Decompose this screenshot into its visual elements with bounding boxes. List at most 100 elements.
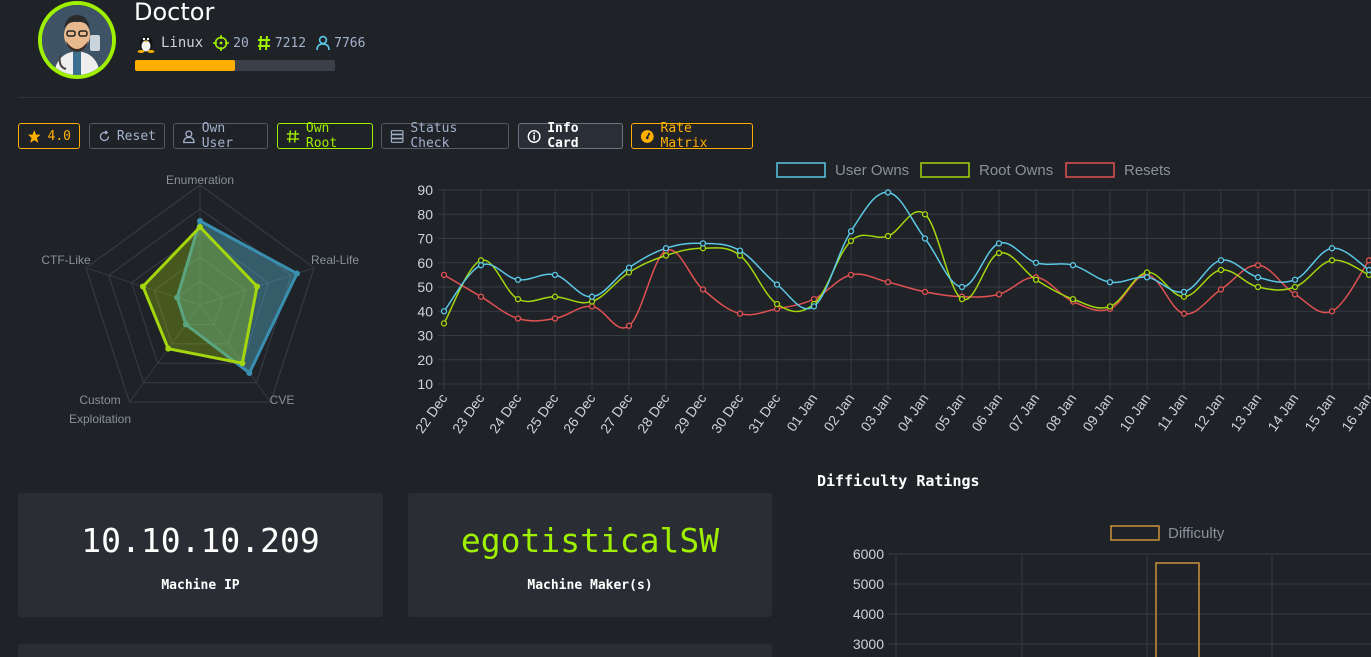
x-tick-label: 16 Jan (1338, 391, 1371, 435)
gauge-icon (640, 129, 654, 143)
line-point (1106, 303, 1114, 310)
line-point (847, 271, 855, 279)
reset-button[interactable]: Reset (89, 123, 165, 149)
own-user-button[interactable]: Own User (173, 121, 268, 151)
line-point (440, 320, 448, 327)
x-tick-label: 23 Dec (449, 391, 488, 437)
radar-point (239, 360, 246, 367)
x-tick-label: 07 Jan (1005, 391, 1042, 435)
line-point (551, 315, 559, 322)
status-check-label: Status Check (410, 121, 458, 151)
line-point (551, 271, 559, 279)
line-point (477, 293, 485, 300)
x-tick-label: 25 Dec (523, 391, 562, 437)
line-point (1291, 283, 1299, 291)
radar-series-area (141, 224, 259, 366)
line-point (1291, 276, 1299, 283)
user-outline-icon (183, 129, 195, 143)
line-point (699, 240, 707, 247)
radar-axis-label: CVE (270, 393, 295, 407)
legend-swatch (776, 162, 826, 178)
x-tick-label: 26 Dec (560, 391, 599, 437)
info-icon (527, 129, 541, 143)
line-point (588, 293, 596, 300)
rate-matrix-button[interactable]: Rate Matrix (631, 121, 753, 151)
machine-ip-value[interactable]: 10.10.10.209 (81, 521, 320, 560)
line-point (995, 249, 1003, 257)
radar-chart: Enumeration Real-Life CVE Custom Exploitatio… (41, 173, 359, 426)
machine-progress-bar (135, 60, 335, 71)
x-tick-label: 14 Jan (1264, 391, 1301, 435)
line-point (810, 303, 818, 310)
header-divider (18, 97, 1371, 98)
x-tick-label: 04 Jan (894, 391, 931, 435)
legend-swatch (1110, 525, 1160, 541)
legend-swatch (1065, 162, 1115, 178)
y-tick-label: 70 (417, 231, 433, 247)
line-point (551, 293, 559, 300)
star-icon (27, 129, 41, 143)
status-check-button[interactable]: Status Check (381, 121, 509, 151)
linux-tux-icon (137, 36, 155, 53)
line-point (1032, 276, 1040, 283)
rating-button[interactable]: 4.0 (18, 123, 80, 149)
line-point (884, 279, 892, 286)
line-point (773, 281, 781, 288)
y-tick-label: 90 (417, 182, 433, 198)
line-point (1217, 286, 1225, 293)
line-point (625, 322, 633, 329)
machine-meta: Linux 20 7212 7766 (135, 33, 365, 53)
machine-maker-label: Machine Maker(s) (527, 578, 653, 593)
radar-point (139, 283, 146, 290)
x-tick-label: 02 Jan (820, 391, 857, 435)
line-point (958, 283, 966, 291)
line-point (440, 308, 448, 315)
machine-name: Doctor (134, 0, 215, 26)
line-point (1217, 257, 1225, 264)
radar-axis-label: Custom Exploitation (69, 393, 131, 426)
line-point (514, 315, 522, 322)
hashtag-icon (286, 129, 300, 143)
y-tick-label: 30 (417, 328, 433, 344)
line-point (1143, 274, 1151, 281)
line-point (1365, 266, 1371, 274)
line-point (662, 245, 670, 252)
line-point (958, 295, 966, 303)
own-root-button[interactable]: Own Root (277, 121, 373, 151)
line-series (443, 191, 1370, 312)
radar-grid-ring (176, 280, 224, 326)
line-point (1069, 262, 1077, 269)
line-point (1180, 288, 1188, 296)
rate-matrix-label: Rate Matrix (660, 121, 708, 151)
radar-axis-label: Enumeration (166, 173, 234, 187)
machine-maker-value[interactable]: egotisticalSW (460, 521, 720, 560)
line-point (1180, 310, 1188, 317)
x-tick-label: 24 Dec (486, 391, 525, 437)
x-tick-label: 03 Jan (857, 391, 894, 435)
line-point (995, 291, 1003, 298)
reset-label: Reset (116, 128, 156, 144)
hashtag-icon (257, 35, 270, 51)
line-point (847, 237, 855, 245)
machine-avatar (38, 1, 116, 79)
info-card-label: Info Card (547, 121, 579, 151)
info-card-button[interactable]: Info Card (518, 121, 623, 151)
legend-swatch (920, 162, 970, 178)
line-point (625, 264, 633, 271)
x-tick-label: 15 Jan (1301, 391, 1338, 435)
x-tick-label: 12 Jan (1190, 391, 1227, 435)
line-point (921, 211, 929, 218)
owns-line-chart: User Owns Root Owns Resets 90 80 70 60 50 40 30 2… (412, 162, 1371, 437)
x-tick-label: 30 Dec (708, 391, 747, 437)
x-tick-label: 28 Dec (634, 391, 673, 437)
line-point (1106, 279, 1114, 286)
x-tick-label: 13 Jan (1227, 391, 1264, 435)
y-tick-label: 60 (417, 255, 433, 271)
radar-grid-ring (85, 184, 315, 403)
radar-point (294, 270, 301, 277)
own-root-label: Own Root (305, 121, 338, 151)
machine-points: 20 (233, 35, 249, 51)
difficulty-bar (1155, 562, 1200, 657)
machine-maker-card: egotisticalSW Machine Maker(s) (408, 493, 772, 617)
line-point (1217, 266, 1225, 274)
